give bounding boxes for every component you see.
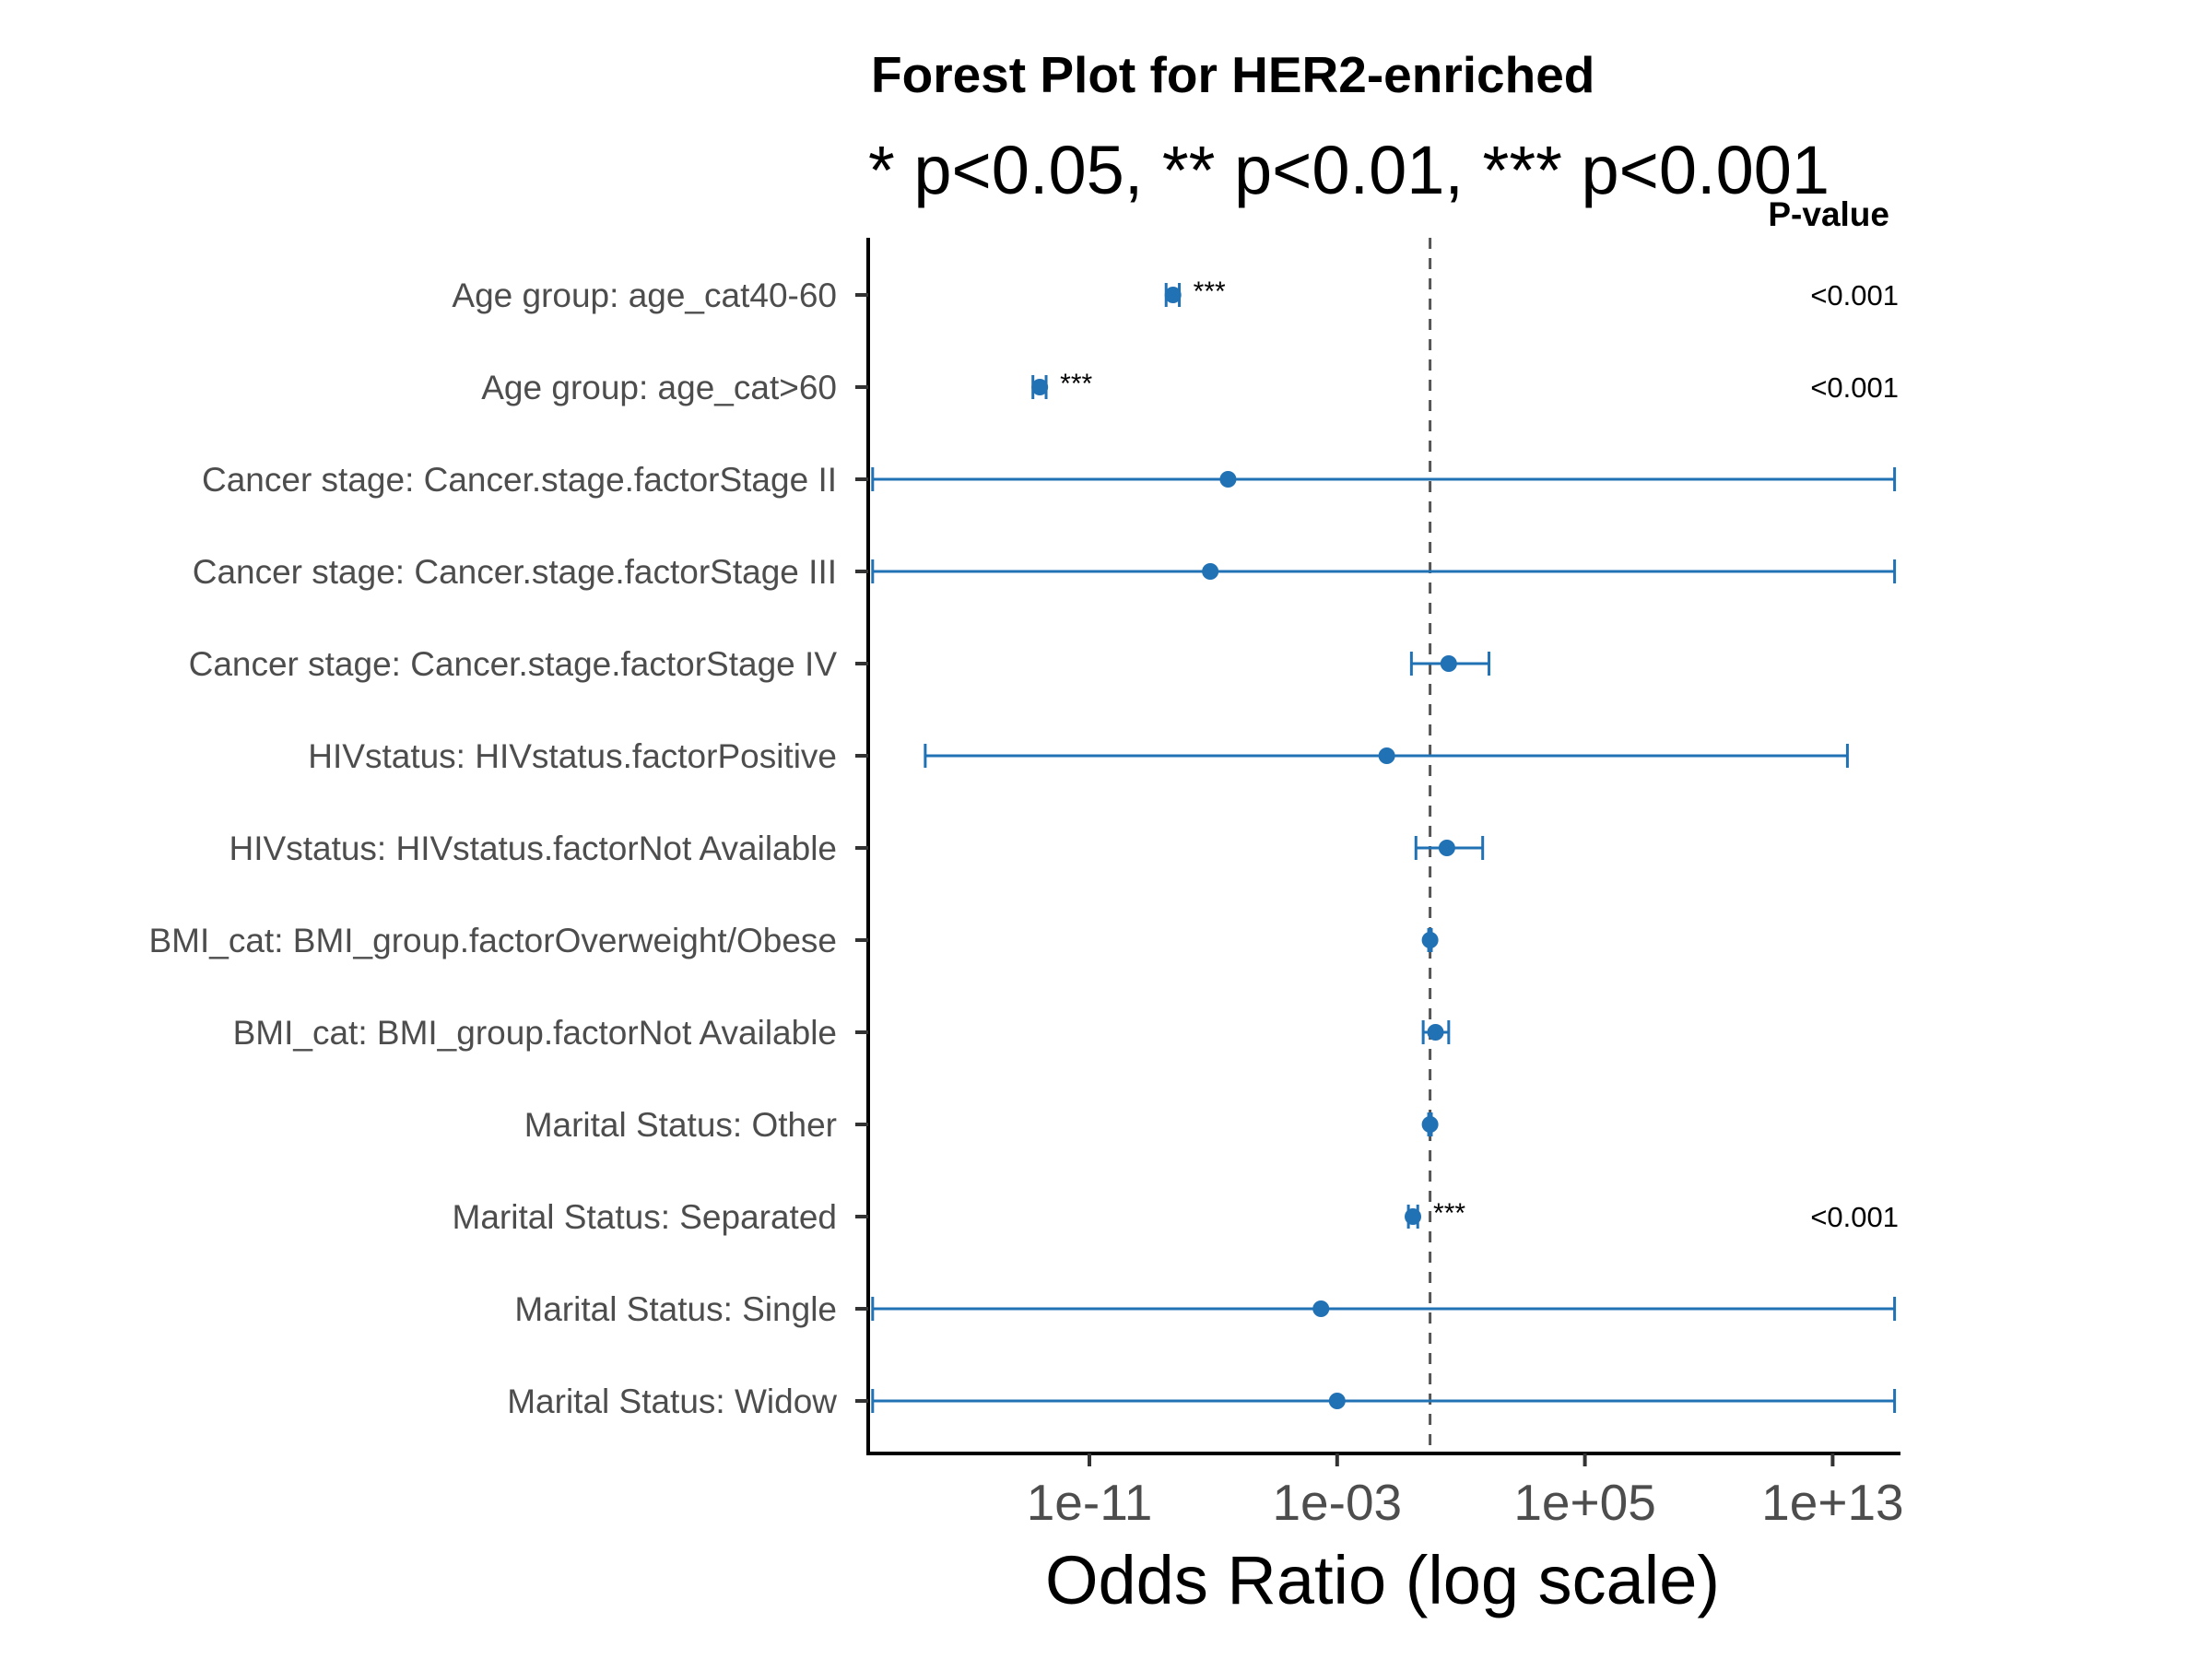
x-tick-label: 1e+05 [1513,1474,1655,1531]
y-tick-label: Marital Status: Other [524,1106,837,1144]
point-estimate [1421,1116,1439,1133]
point-estimate [1031,379,1049,395]
significance-label: *** [1060,369,1092,399]
point-estimate [1378,747,1395,764]
point-estimate [1202,563,1219,580]
point-estimate [1438,840,1455,856]
chart-subtitle: * p<0.05, ** p<0.01, *** p<0.001 [868,132,1830,208]
y-tick-label: BMI_cat: BMI_group.factorOverweight/Obes… [148,922,837,959]
point-estimate [1328,1393,1346,1409]
pvalue-label: <0.001 [1810,371,1899,404]
y-tick-label: BMI_cat: BMI_group.factorNot Available [233,1014,837,1052]
point-estimate [1405,1208,1422,1225]
y-tick-label: Cancer stage: Cancer.stage.factorStage I… [193,553,837,591]
y-tick-label: Marital Status: Separated [453,1198,838,1236]
point-estimate [1164,287,1182,303]
point-estimate [1421,932,1439,948]
pvalue-label: <0.001 [1810,1201,1899,1233]
significance-label: *** [1433,1198,1465,1229]
pvalue-header: P-value [1768,195,1889,233]
plot-area: 1e-11 1e-03 1e+05 1e+13 Age group: age_cat40… [148,238,1904,1531]
point-estimate [1312,1300,1330,1317]
y-tick-label: Age group: age_cat>60 [481,369,837,406]
chart-title: Forest Plot for HER2-enriched [871,46,1594,103]
point-estimate [1440,655,1457,672]
x-tick-label: 1e+13 [1761,1474,1903,1531]
significance-label: *** [1194,276,1226,307]
y-tick-label: HIVstatus: HIVstatus.factorPositive [308,737,837,775]
y-tick-label: Marital Status: Single [514,1290,837,1328]
point-estimate [1427,1024,1444,1041]
y-tick-label: Cancer stage: Cancer.stage.factorStage I… [189,645,838,683]
y-tick-label: Cancer stage: Cancer.stage.factorStage I… [202,461,837,499]
x-axis-label: Odds Ratio (log scale) [1045,1542,1720,1618]
x-tick-label: 1e-11 [1027,1474,1153,1531]
y-tick-label: Age group: age_cat40-60 [452,276,837,314]
x-tick-label: 1e-03 [1272,1474,1402,1531]
point-estimate [1219,471,1237,488]
y-tick-label: HIVstatus: HIVstatus.factorNot Available [229,830,837,867]
y-tick-label: Marital Status: Widow [507,1382,837,1420]
pvalue-label: <0.001 [1810,279,1899,312]
